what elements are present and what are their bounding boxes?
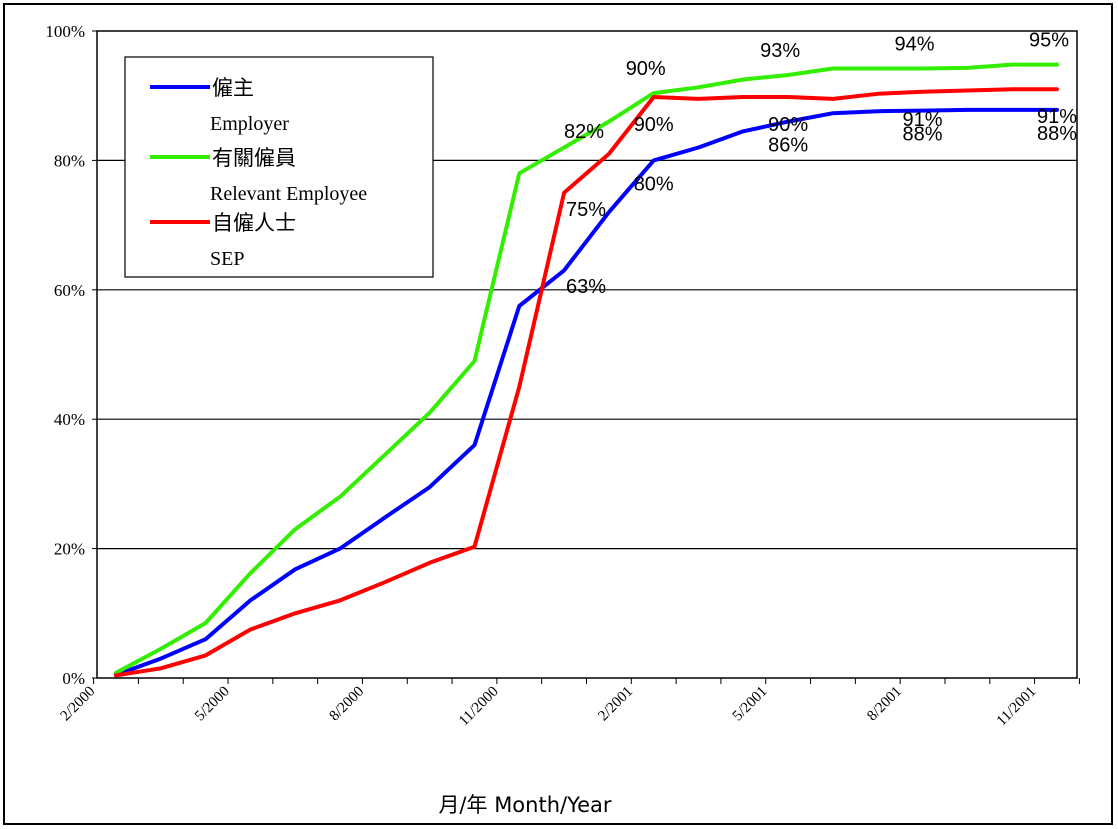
data-label: 86%	[768, 135, 808, 157]
data-label: 63%	[566, 276, 606, 298]
data-labels: 82% 90% 93% 94% 95% 75% 90% 90% 91% 91% 63% 80% 86% 8…	[564, 30, 1077, 298]
grid-lines	[97, 159, 1077, 550]
y-tick-label: 40%	[54, 410, 85, 429]
series-line	[114, 87, 1059, 678]
legend-label-en: SEP	[210, 248, 244, 270]
legend-label: 有關僱員	[212, 146, 296, 170]
x-tick-label: 11/2001	[994, 684, 1040, 730]
x-tick-label: 8/2000	[327, 684, 368, 725]
y-tick-label: 100%	[45, 22, 85, 41]
data-label: 94%	[895, 34, 935, 56]
data-label: 82%	[564, 121, 604, 143]
series-line	[114, 62, 1059, 675]
x-tick-label: 5/2000	[192, 684, 233, 725]
x-tick-label: 2/2001	[595, 684, 636, 725]
legend-box	[124, 56, 434, 278]
y-tick-label: 60%	[54, 281, 85, 300]
data-label: 90%	[626, 58, 666, 80]
x-tick-label: 11/2000	[456, 684, 502, 730]
series-line	[114, 107, 1059, 677]
x-axis-title: 月/年 Month/Year	[438, 793, 611, 817]
x-tick-label: 8/2001	[864, 684, 905, 725]
data-label: 88%	[903, 124, 943, 146]
data-label: 90%	[634, 114, 674, 136]
data-label: 91%	[1037, 106, 1077, 128]
data-label: 91%	[903, 109, 943, 131]
data-label: 95%	[1029, 30, 1069, 52]
legend-label: 自僱人士	[212, 211, 296, 235]
y-tick-label: 80%	[54, 151, 85, 170]
legend-label: 僱主	[212, 76, 254, 100]
data-label: 88%	[1037, 123, 1077, 145]
data-label: 75%	[566, 199, 606, 221]
y-tick-label: 0%	[62, 669, 85, 688]
data-label: 93%	[760, 40, 800, 62]
x-tick-label: 2/2000	[58, 684, 99, 725]
series-lines	[114, 62, 1059, 678]
legend: 僱主 Employer 有關僱員 Relevant Employee 自僱人士 SEP	[124, 56, 434, 278]
legend-label-en: Employer	[210, 113, 289, 135]
data-label: 90%	[768, 114, 808, 136]
y-tick-label: 20%	[54, 540, 85, 559]
legend-label-en: Relevant Employee	[210, 183, 367, 205]
x-tick-label: 5/2001	[730, 684, 771, 725]
data-label: 80%	[634, 173, 674, 195]
